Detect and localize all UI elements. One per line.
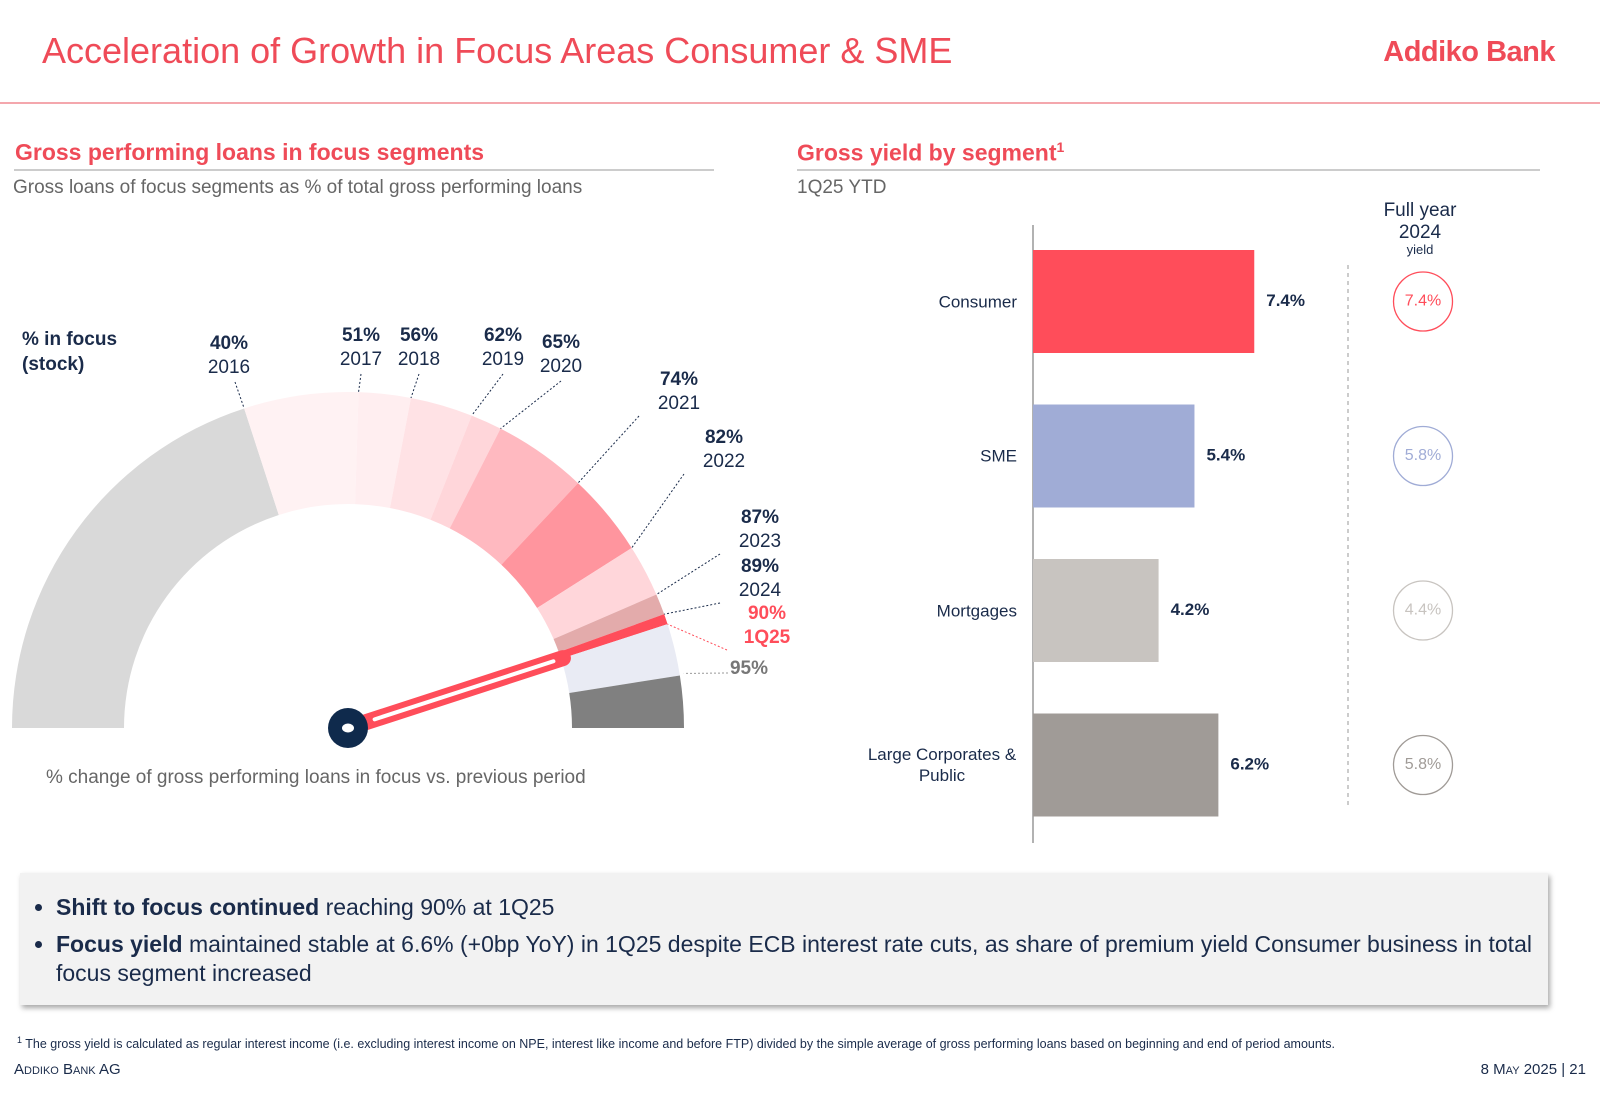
gauge-segment xyxy=(553,594,665,653)
year-label: 2016 xyxy=(208,357,250,378)
gauge-segment xyxy=(501,483,632,608)
bar xyxy=(1033,404,1195,508)
panel-title: Gross yield by segment1 xyxy=(797,139,1064,167)
footnote-mark: 1 xyxy=(17,1035,23,1045)
slide-title: Acceleration of Growth in Focus Areas Co… xyxy=(42,30,953,71)
bullet-box: Shift to focus continued reaching 90% at… xyxy=(20,873,1548,1005)
bullet-list: Shift to focus continued reaching 90% at… xyxy=(20,893,1538,988)
gauge-segment xyxy=(558,614,668,659)
category-label: Mortgages xyxy=(936,601,1017,620)
leader-line xyxy=(631,473,685,549)
gauge-note: % change of gross performing loans in fo… xyxy=(46,767,586,788)
bar-value-label: 4.2% xyxy=(1171,600,1210,619)
needle-inner xyxy=(372,659,556,722)
leader-line xyxy=(234,381,245,409)
needle-hub-dot xyxy=(342,723,354,733)
footnote: 1 The gross yield is calculated as regul… xyxy=(17,1035,1587,1051)
year-label: 2021 xyxy=(658,393,700,414)
comparison-circle xyxy=(1392,580,1454,641)
comparison-subtitle: yield xyxy=(1406,242,1434,257)
year-label: 2019 xyxy=(482,349,524,370)
gauge-segment xyxy=(389,397,472,520)
comparison-circle xyxy=(1392,271,1454,332)
gauge-segment xyxy=(537,547,657,640)
comparison-label: 4.4% xyxy=(1405,602,1441,619)
panel-subtitle: 1Q25 YTD xyxy=(797,177,887,198)
leader-line xyxy=(410,373,420,399)
bar xyxy=(1033,713,1219,817)
value-label: 82% xyxy=(705,427,743,448)
comparison-circle xyxy=(1392,425,1454,487)
bullet-bold: Focus yield xyxy=(56,931,183,957)
comparison-label: 5.8% xyxy=(1405,447,1441,464)
gauge-segment xyxy=(569,675,684,728)
gauge-segment xyxy=(430,415,501,529)
leader-line xyxy=(358,373,362,393)
comparison-label: 5.8% xyxy=(1405,756,1441,773)
bullet-text: maintained stable at 6.6% (+0bp YoY) in … xyxy=(56,931,1532,986)
year-label: 2022 xyxy=(703,451,745,472)
bar-value-label: 7.4% xyxy=(1266,291,1305,310)
footer-left: Addiko Bank AG xyxy=(14,1061,121,1078)
comparison-label: 7.4% xyxy=(1405,293,1441,310)
leader-line xyxy=(656,553,721,595)
category-label: Large Corporates & Public xyxy=(867,745,1017,785)
gauge-segment xyxy=(561,624,680,693)
bar-value-label: 5.4% xyxy=(1206,445,1245,464)
value-label: 90% xyxy=(748,603,786,624)
footnote-text: The gross yield is calculated as regular… xyxy=(25,1037,1336,1052)
year-label: 2024 xyxy=(739,580,782,601)
category-label: Consumer xyxy=(938,292,1017,311)
year-label: 2020 xyxy=(540,356,582,377)
value-label: 74% xyxy=(660,369,698,390)
value-label: 65% xyxy=(542,332,580,353)
value-label: 87% xyxy=(741,507,779,528)
bar-value-label: 6.2% xyxy=(1230,754,1269,773)
value-label: 62% xyxy=(484,325,522,346)
panel-title-text: Gross yield by segment xyxy=(797,139,1057,166)
bullet: Focus yield maintained stable at 6.6% (+… xyxy=(56,930,1538,988)
gauge-segment xyxy=(244,392,359,515)
gauge-segment xyxy=(355,392,411,508)
bar xyxy=(1033,250,1255,353)
comparison-circle xyxy=(1392,734,1454,796)
category-label: SME xyxy=(980,446,1017,466)
bullet: Shift to focus continued reaching 90% at… xyxy=(56,893,1538,922)
leader-line xyxy=(471,373,504,416)
gauge-label: % in focus (stock) xyxy=(22,329,118,375)
value-label: 40% xyxy=(210,333,248,354)
logo: Addiko Bank xyxy=(1383,36,1555,68)
bar xyxy=(1033,559,1159,662)
panel-subtitle: Gross loans of focus segments as % of to… xyxy=(13,177,583,198)
year-label: 2017 xyxy=(340,349,382,370)
gauge-segment xyxy=(449,428,579,565)
footer-right: 8 May 2025 | 21 xyxy=(1480,1061,1586,1078)
leader-line xyxy=(664,602,721,615)
value-label: 51% xyxy=(342,325,380,346)
value-label: 56% xyxy=(400,325,438,346)
panel-title: Gross performing loans in focus segments xyxy=(15,139,485,165)
year-label: 2023 xyxy=(739,531,781,552)
leader-line xyxy=(667,623,728,651)
year-label: 1Q25 xyxy=(744,627,791,648)
bullet-text: reaching 90% at 1Q25 xyxy=(325,894,555,920)
year-label: 2018 xyxy=(398,349,440,370)
comparison-title: Full year 2024 xyxy=(1383,200,1457,243)
value-label: 89% xyxy=(741,556,779,577)
leader-line xyxy=(577,415,640,484)
gauge-segment xyxy=(12,408,279,728)
target-label: 95% xyxy=(730,658,768,679)
leader-line xyxy=(500,380,562,430)
footnote-mark: 1 xyxy=(1056,139,1065,155)
bullet-bold: Shift to focus continued xyxy=(56,894,320,920)
